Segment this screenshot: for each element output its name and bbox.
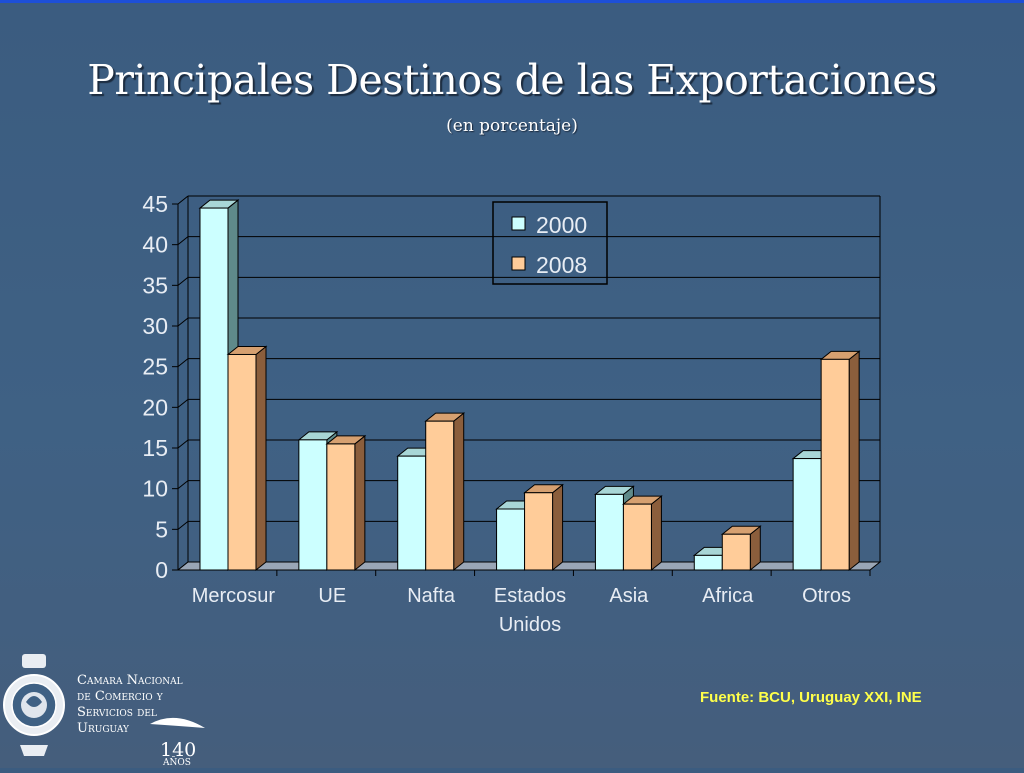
y-tick-label: 5 — [155, 516, 168, 542]
legend-label-2008: 2008 — [536, 252, 587, 278]
gridline-side — [177, 398, 189, 408]
bar-2000 — [496, 508, 526, 571]
legend-swatch-2000 — [511, 216, 526, 231]
bar-2008 — [622, 503, 652, 571]
bar-2008 — [721, 533, 751, 571]
x-tick-label: Otros — [802, 585, 851, 607]
gridline-side — [177, 195, 189, 205]
gridline-side — [177, 439, 189, 449]
x-tick-label: Estados — [494, 585, 566, 607]
gridline-side — [177, 520, 189, 530]
y-tick-label: 20 — [142, 394, 168, 420]
y-tick-label: 45 — [142, 191, 168, 217]
source-note: Fuente: BCU, Uruguay XXI, INE — [700, 689, 922, 706]
bar-side-2008 — [255, 345, 267, 572]
bar-side-2008 — [552, 483, 564, 572]
logo-line-3: Servicios del — [77, 705, 157, 720]
legend-label-2000: 2000 — [536, 212, 587, 238]
y-tick-label: 35 — [142, 272, 168, 298]
x-tick-label: UE — [318, 585, 346, 607]
slide-title: Principales Destinos de las Exportacione… — [87, 56, 937, 104]
bar-2000 — [199, 207, 229, 571]
y-tick-label: 0 — [155, 557, 168, 583]
bar-2000 — [397, 455, 427, 571]
gridline-side — [177, 236, 189, 246]
logo-line-4: Uruguay — [77, 721, 129, 736]
logo-line-1: Camara Nacional — [77, 673, 183, 688]
x-tick-label: Unidos — [499, 614, 561, 636]
x-tick-label: Mercosur — [192, 585, 276, 607]
slide-subtitle: (en porcentaje) — [446, 116, 578, 136]
gridline-side — [177, 276, 189, 286]
x-tick-label: Nafta — [407, 585, 456, 607]
bar-2000 — [298, 439, 328, 571]
bar-side-2008 — [848, 350, 860, 572]
bar-side-2008 — [453, 412, 465, 572]
bar-2000 — [792, 458, 822, 571]
bar-2008 — [820, 358, 850, 571]
legend-swatch-2008 — [511, 256, 526, 271]
y-tick-label: 10 — [142, 476, 168, 502]
chamber-logo — [0, 650, 220, 768]
x-tick-label: Asia — [609, 585, 649, 607]
bar-2008 — [326, 443, 356, 571]
legend-box — [492, 201, 608, 285]
top-accent-bar — [0, 0, 1024, 3]
bar-side-2008 — [354, 434, 366, 572]
seal-icon — [3, 654, 205, 756]
logo-anniversary-unit: AÑOS — [163, 758, 191, 768]
y-tick-label: 25 — [142, 354, 168, 380]
gridline-side — [177, 358, 189, 368]
bar-2008 — [425, 420, 455, 571]
bar-2000 — [693, 554, 723, 571]
logo-anniversary: 140 — [160, 739, 197, 761]
y-tick-label: 30 — [142, 313, 168, 339]
gridline-side — [177, 317, 189, 327]
bar-2008 — [524, 492, 554, 571]
bar-2000 — [594, 493, 624, 571]
bar-2008 — [227, 353, 257, 571]
bar-side-2008 — [650, 495, 662, 572]
gridline-side — [177, 480, 189, 490]
x-tick-label: Africa — [702, 585, 754, 607]
logo-name: Camara Nacional de Comercio y Servicios … — [77, 673, 183, 737]
y-tick-label: 15 — [142, 435, 168, 461]
logo-line-2: de Comercio y — [77, 689, 163, 704]
y-tick-label: 40 — [142, 232, 168, 258]
